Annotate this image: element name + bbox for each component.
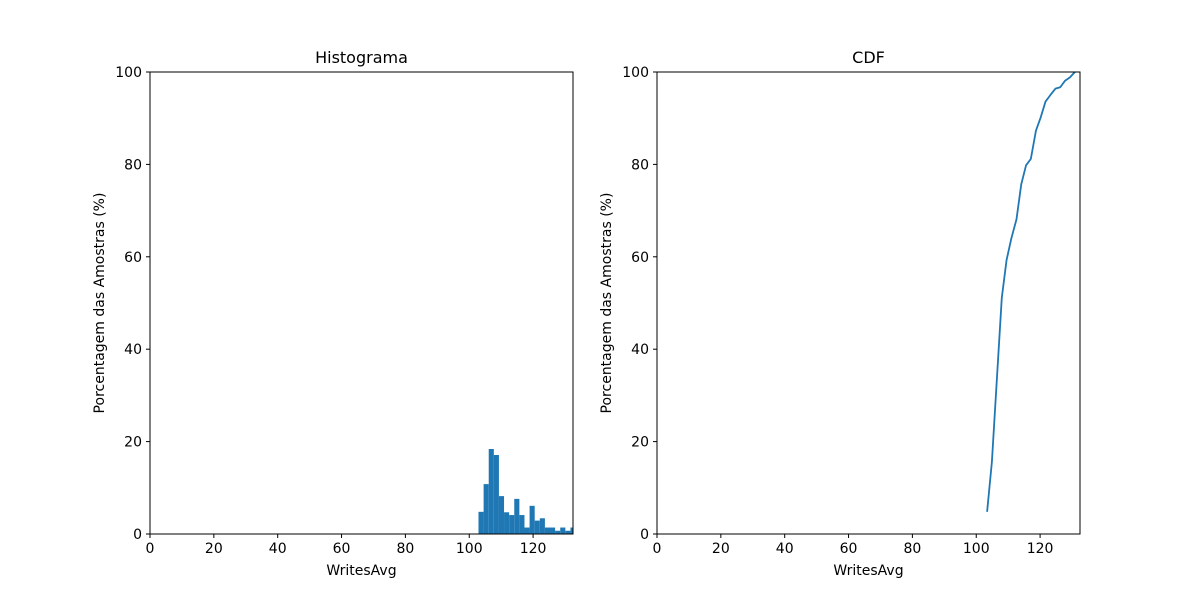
cdf-frame (656, 71, 1081, 535)
histogram-x-axis-label: WritesAvg (326, 563, 396, 579)
histogram-y-ticks: 0 20 40 60 80 100 (115, 65, 150, 543)
cdf-x-tick-label: 60 (840, 541, 858, 557)
cdf-x-tick-label: 80 (903, 541, 921, 557)
cdf-x-tick-label: 0 (653, 541, 662, 557)
histogram-x-tick-label: 0 (146, 541, 155, 557)
cdf-panel: CDF 0 20 40 60 80 100 120 0 20 40 60 80 100 WritesA… (599, 48, 1081, 579)
histogram-y-tick-label: 40 (124, 342, 142, 358)
histogram-bar (529, 505, 535, 534)
cdf-title: CDF (852, 48, 885, 67)
histogram-y-tick-label: 100 (115, 65, 142, 81)
cdf-x-tick-label: 100 (963, 541, 990, 557)
histogram-y-tick-label: 20 (124, 435, 142, 451)
histogram-bar (544, 527, 551, 534)
cdf-y-tick-label: 0 (640, 527, 649, 543)
histogram-bar (483, 484, 489, 534)
histogram-x-ticks: 0 20 40 60 80 100 120 (146, 534, 547, 557)
cdf-y-tick-label: 60 (631, 250, 649, 266)
histogram-y-tick-label: 60 (124, 250, 142, 266)
histogram-bars (478, 448, 573, 534)
histogram-title: Histograma (315, 48, 408, 67)
histogram-bar (524, 527, 530, 534)
histogram-y-tick-label: 0 (133, 527, 142, 543)
histogram-bar (498, 496, 505, 534)
cdf-y-axis-label: Porcentagem das Amostras (%) (599, 193, 615, 414)
cdf-x-tick-label: 120 (1027, 541, 1054, 557)
histogram-bar (560, 527, 566, 534)
histogram-bar (570, 527, 573, 534)
cdf-y-tick-label: 100 (622, 65, 649, 81)
histogram-x-tick-label: 120 (520, 541, 547, 557)
histogram-bar (555, 530, 561, 534)
cdf-y-ticks: 0 20 40 60 80 100 (622, 65, 657, 543)
histogram-bar (488, 448, 494, 534)
histogram-x-tick-label: 60 (333, 541, 351, 557)
cdf-y-tick-label: 80 (631, 157, 649, 173)
histogram-bar (519, 515, 525, 534)
histogram-x-tick-label: 40 (269, 541, 287, 557)
histogram-panel: Histograma 0 20 40 60 80 100 120 020406080100 … (92, 48, 574, 579)
cdf-x-axis-label: WritesAvg (833, 563, 903, 579)
histogram-x-tick-label: 20 (205, 541, 223, 557)
cdf-y-tick-label: 20 (631, 435, 649, 451)
histogram-y-axis-label: Porcentagem das Amostras (%) (92, 193, 108, 414)
histogram-x-tick-label: 100 (456, 541, 483, 557)
histogram-bar (550, 527, 556, 534)
cdf-x-tick-label: 20 (712, 541, 730, 557)
histogram-bar (478, 511, 484, 534)
cdf-line-group (986, 71, 1076, 512)
cdf-x-ticks: 0 20 40 60 80 100 120 (653, 534, 1054, 557)
histogram-bar (534, 520, 540, 534)
histogram-bar (509, 515, 515, 534)
histogram-bar (514, 498, 520, 534)
histogram-bar (493, 454, 499, 534)
histogram-bar (504, 512, 510, 534)
cdf-line (986, 71, 1076, 512)
histogram-x-tick-label: 80 (396, 541, 414, 557)
cdf-x-tick-label: 40 (776, 541, 794, 557)
histogram-y-tick-label: 80 (124, 157, 142, 173)
histogram-bar (539, 518, 545, 534)
histogram-bar (565, 530, 571, 534)
histogram-frame (149, 71, 574, 535)
cdf-y-tick-label: 40 (631, 342, 649, 358)
